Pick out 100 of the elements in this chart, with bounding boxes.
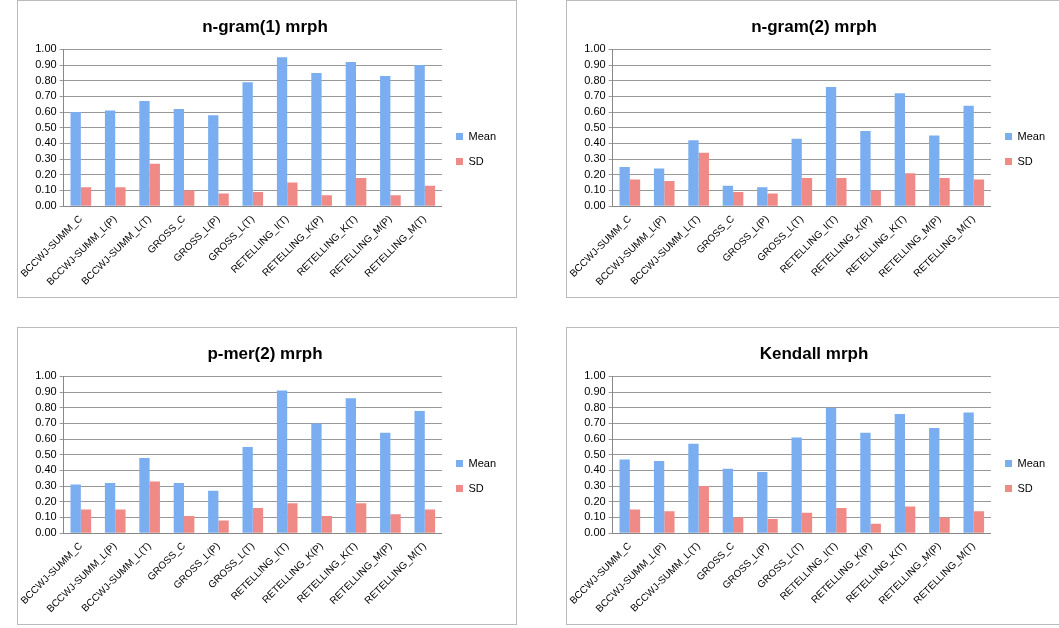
bar bbox=[973, 179, 985, 206]
bar bbox=[860, 432, 871, 533]
y-tick-label: 0.70 bbox=[584, 416, 606, 429]
bar bbox=[757, 472, 768, 533]
y-tick-label: 0.40 bbox=[35, 136, 57, 149]
bar bbox=[963, 412, 974, 533]
bar bbox=[929, 428, 940, 533]
bar bbox=[905, 173, 916, 206]
y-tick-label: 0.40 bbox=[35, 463, 57, 476]
y-tick-label: 0.00 bbox=[35, 199, 57, 212]
legend-label: SD bbox=[1017, 154, 1033, 167]
chart-title: Kendall mrph bbox=[759, 343, 869, 363]
bar bbox=[218, 193, 229, 206]
y-tick-label: 1.00 bbox=[35, 42, 57, 55]
y-tick-label: 0.00 bbox=[584, 526, 606, 539]
y-tick-label: 0.90 bbox=[35, 385, 57, 398]
y-tick-label: 0.10 bbox=[35, 510, 57, 523]
y-tick-label: 0.20 bbox=[35, 494, 57, 507]
bar bbox=[698, 486, 709, 533]
y-tick-label: 0.40 bbox=[584, 136, 606, 149]
bar bbox=[321, 515, 332, 533]
bar bbox=[311, 72, 322, 206]
legend-label: SD bbox=[468, 481, 484, 494]
bar bbox=[70, 484, 81, 533]
bar bbox=[80, 187, 92, 206]
bar bbox=[836, 508, 847, 533]
bar bbox=[356, 503, 367, 533]
bar bbox=[345, 398, 356, 533]
y-tick-label: 0.80 bbox=[584, 73, 606, 86]
bar bbox=[390, 195, 401, 206]
y-tick-label: 0.80 bbox=[35, 400, 57, 413]
bar bbox=[722, 185, 734, 206]
bar bbox=[973, 511, 985, 533]
bar bbox=[905, 506, 916, 533]
bar bbox=[184, 515, 195, 533]
bar bbox=[173, 482, 185, 533]
bar bbox=[629, 179, 641, 206]
bar bbox=[894, 93, 905, 206]
y-tick-label: 0.50 bbox=[35, 447, 57, 460]
y-tick-label: 1.00 bbox=[584, 369, 606, 382]
bar bbox=[939, 517, 950, 533]
bar bbox=[939, 177, 950, 206]
bar bbox=[345, 61, 356, 206]
legend-label: Mean bbox=[468, 129, 497, 142]
bar bbox=[653, 461, 665, 533]
y-tick-label: 0.40 bbox=[584, 463, 606, 476]
bar bbox=[380, 76, 391, 206]
bar bbox=[104, 482, 116, 533]
bar bbox=[380, 432, 391, 533]
bar bbox=[929, 135, 940, 206]
legend-label: Mean bbox=[468, 456, 497, 469]
y-tick-label: 1.00 bbox=[584, 42, 606, 55]
y-tick-label: 0.10 bbox=[584, 183, 606, 196]
y-tick-label: 0.80 bbox=[584, 400, 606, 413]
y-tick-label: 0.30 bbox=[35, 152, 57, 165]
bar bbox=[733, 517, 744, 533]
y-tick-label: 0.20 bbox=[584, 494, 606, 507]
bar bbox=[791, 138, 802, 206]
y-tick-label: 0.00 bbox=[35, 526, 57, 539]
bar bbox=[356, 177, 367, 206]
bar bbox=[664, 511, 675, 533]
chart-title: n-gram(1) mrph bbox=[202, 16, 328, 36]
bar bbox=[414, 65, 425, 206]
bar bbox=[115, 187, 126, 206]
y-tick-label: 0.90 bbox=[584, 385, 606, 398]
bar bbox=[287, 182, 298, 206]
y-tick-label: 1.00 bbox=[35, 369, 57, 382]
bar bbox=[104, 110, 116, 206]
bar bbox=[836, 177, 847, 206]
y-tick-label: 0.30 bbox=[35, 479, 57, 492]
y-tick-label: 0.90 bbox=[584, 58, 606, 71]
bar bbox=[664, 181, 675, 206]
bar bbox=[860, 130, 871, 206]
y-tick-label: 0.60 bbox=[35, 432, 57, 445]
bar bbox=[963, 105, 974, 206]
bar bbox=[139, 457, 150, 533]
legend-label: SD bbox=[468, 154, 484, 167]
bar bbox=[390, 514, 401, 533]
bar bbox=[767, 519, 778, 533]
bar bbox=[688, 443, 699, 533]
y-tick-label: 0.60 bbox=[35, 105, 57, 118]
bar bbox=[767, 193, 778, 206]
bar bbox=[801, 512, 813, 533]
y-tick-label: 0.30 bbox=[584, 152, 606, 165]
y-tick-label: 0.10 bbox=[35, 183, 57, 196]
bar bbox=[870, 523, 881, 533]
bar bbox=[722, 468, 734, 533]
bar bbox=[424, 185, 436, 206]
bar bbox=[424, 509, 436, 533]
bar bbox=[115, 509, 126, 533]
legend-label: Mean bbox=[1017, 456, 1046, 469]
bar bbox=[173, 108, 185, 206]
y-tick-label: 0.60 bbox=[584, 105, 606, 118]
y-tick-label: 0.70 bbox=[584, 89, 606, 102]
y-tick-label: 0.80 bbox=[35, 73, 57, 86]
bar bbox=[208, 115, 219, 206]
bar bbox=[311, 423, 322, 533]
bar bbox=[276, 57, 288, 206]
y-tick-label: 0.00 bbox=[584, 199, 606, 212]
bar bbox=[629, 509, 641, 533]
